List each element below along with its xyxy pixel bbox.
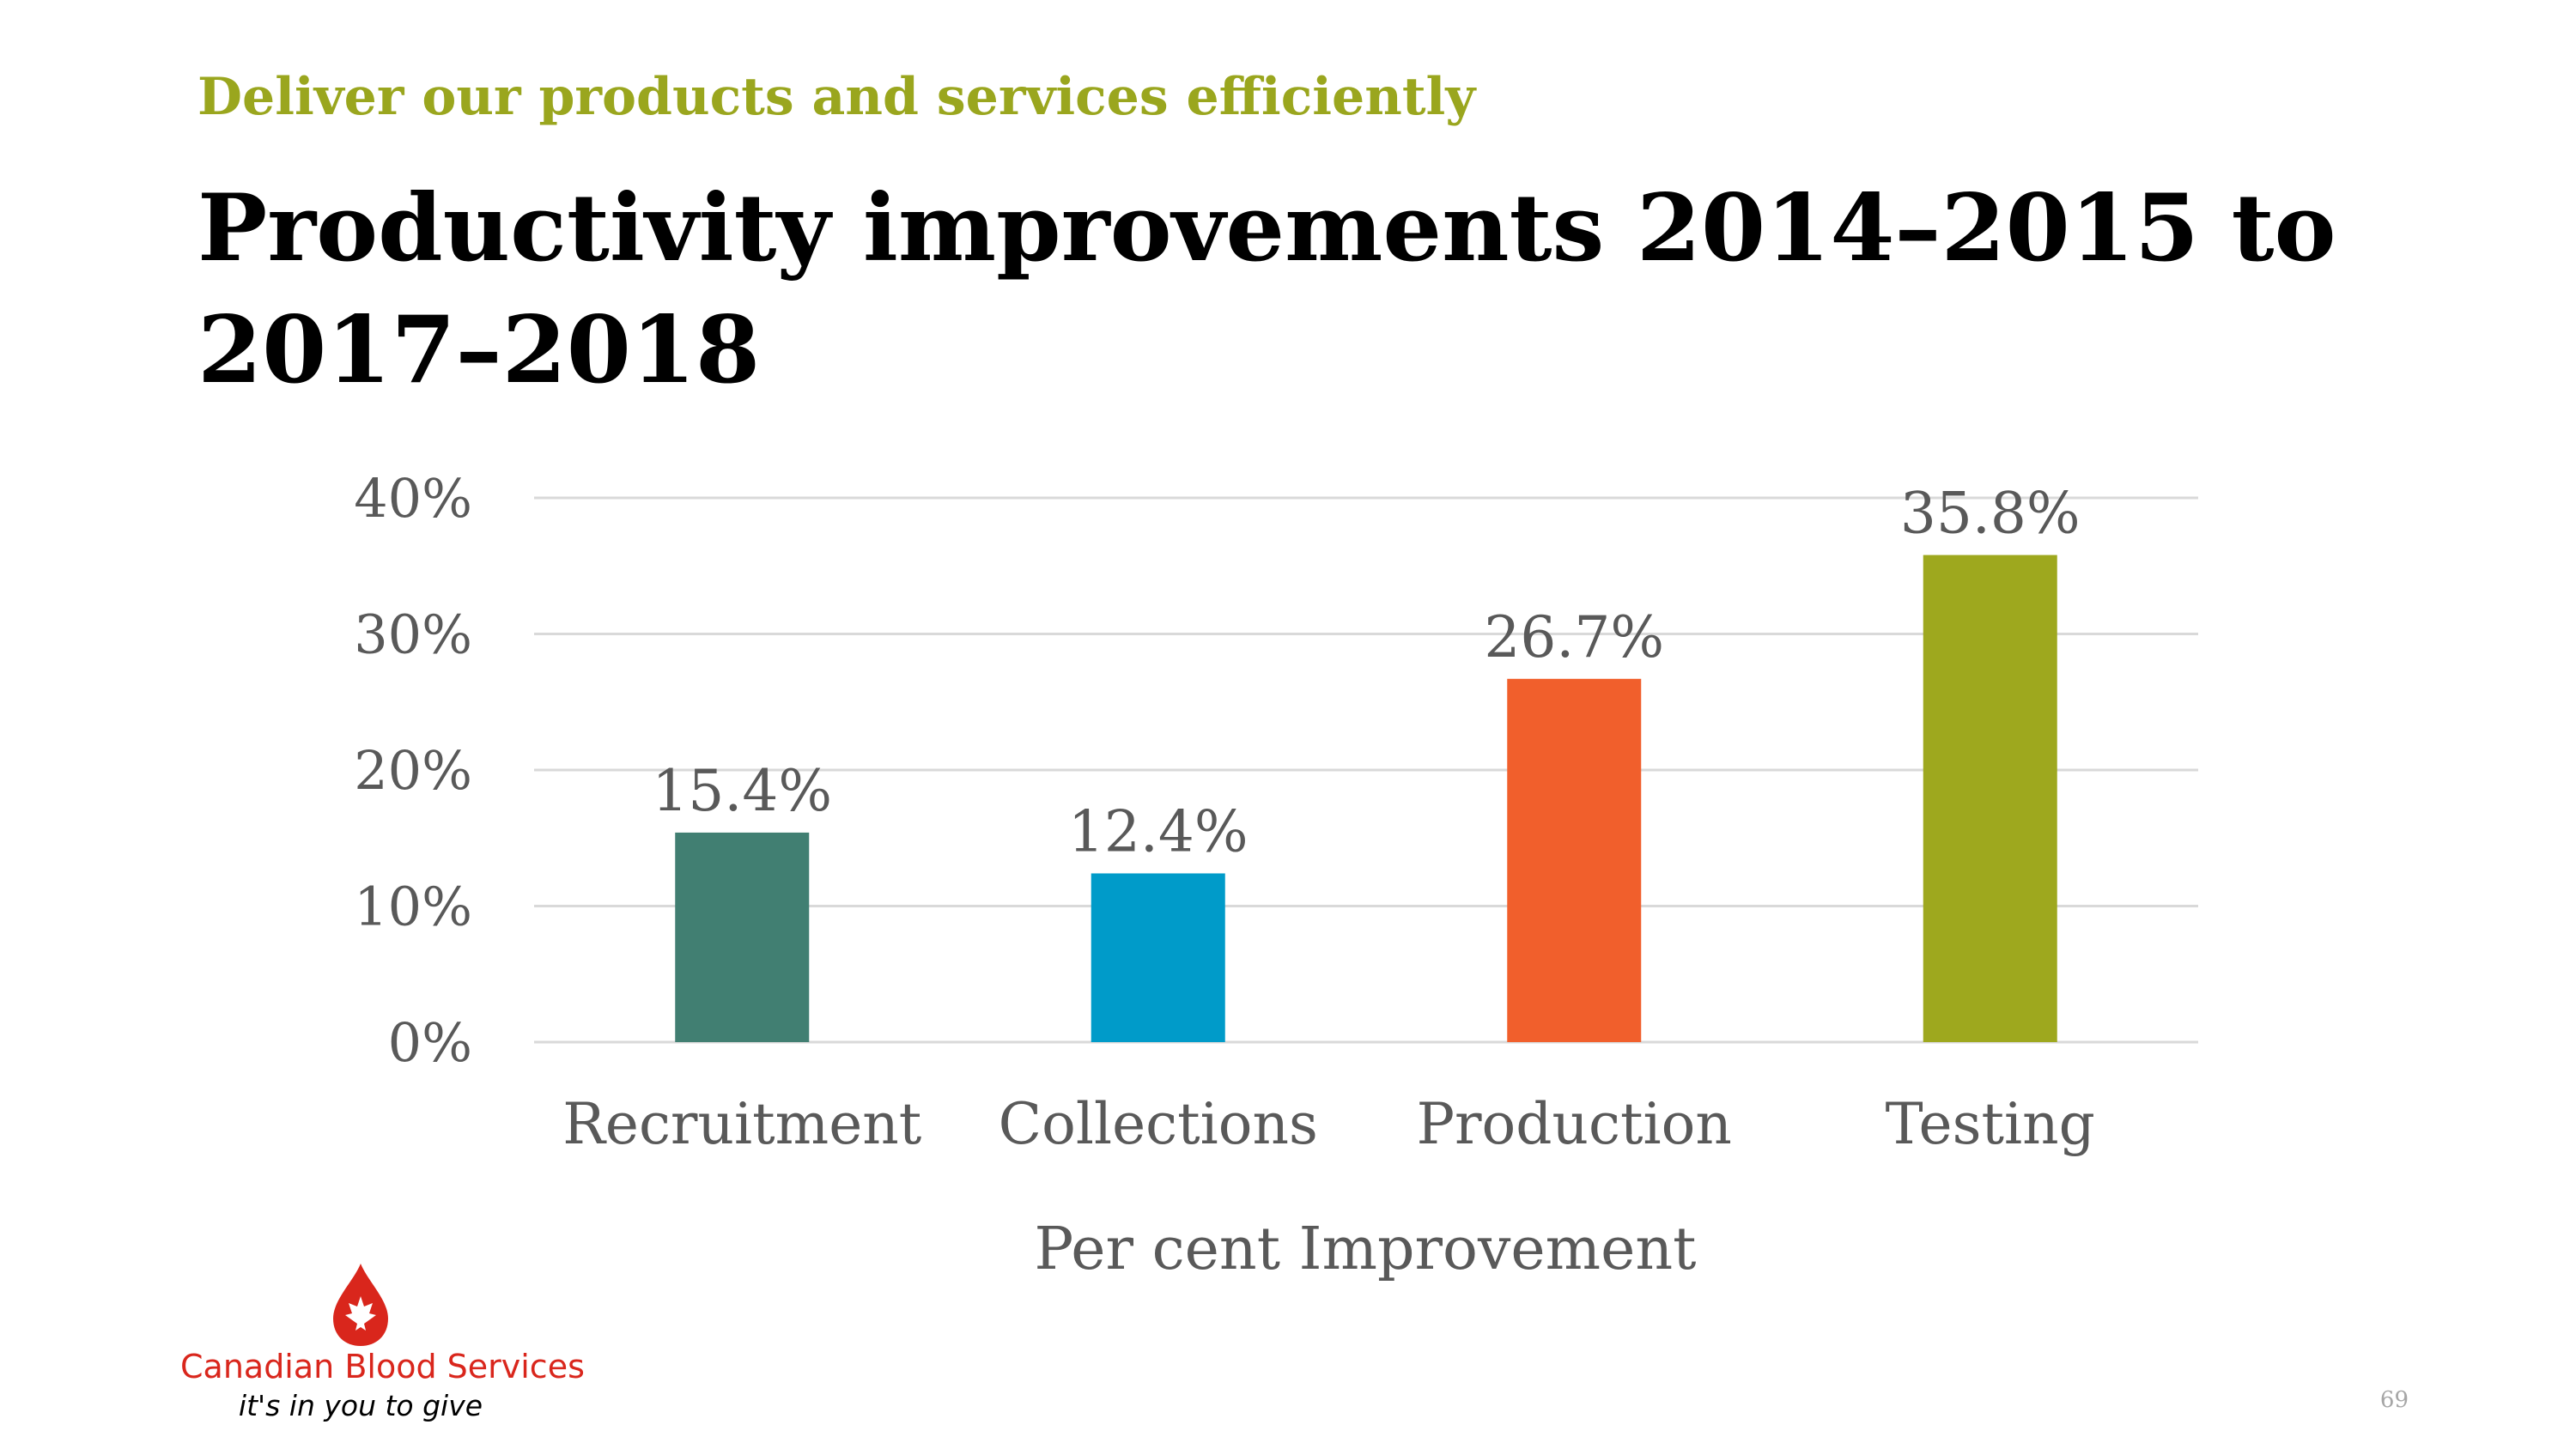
slide-title: Productivity improvements 2014–2015 to 2… [197, 174, 2336, 404]
data-label: 15.4% [652, 758, 832, 824]
bar-recruitment [675, 832, 810, 1042]
bar-collections [1091, 873, 1225, 1042]
y-tick-label: 20% [354, 739, 472, 802]
data-label: 26.7% [1484, 604, 1664, 670]
x-category-label: Recruitment [562, 1091, 921, 1157]
data-label: 35.8% [1900, 481, 2081, 547]
x-axis-categories: Recruitment Collections Production Testing [562, 1091, 2095, 1157]
slide-subtitle: Deliver our products and services effici… [197, 67, 1476, 127]
canadian-blood-services-logo: Canadian Blood Services it's in you to g… [180, 1262, 585, 1425]
y-tick-label: 10% [354, 876, 472, 938]
y-tick-label: 30% [354, 603, 472, 666]
x-axis-title: Per cent Improvement [1035, 1216, 1697, 1283]
data-label: 12.4% [1068, 798, 1249, 864]
logo-name: Canadian Blood Services [180, 1348, 585, 1385]
bars [675, 555, 2057, 1042]
gridlines [534, 496, 2198, 1044]
data-labels: 15.4% 12.4% 26.7% 35.8% [652, 481, 2080, 865]
blood-drop-icon [333, 1264, 388, 1346]
page-number: 69 [2379, 1387, 2409, 1413]
bar-production [1507, 678, 1642, 1042]
y-tick-label: 0% [388, 1011, 472, 1074]
x-category-label: Production [1417, 1091, 1732, 1157]
y-tick-label: 40% [354, 467, 472, 530]
x-category-label: Collections [999, 1091, 1318, 1157]
x-category-label: Testing [1886, 1091, 2095, 1157]
bar-testing [1923, 555, 2057, 1042]
y-axis-ticks: 0% 10% 20% 30% 40% [354, 467, 472, 1074]
logo-tagline: it's in you to give [238, 1389, 483, 1422]
